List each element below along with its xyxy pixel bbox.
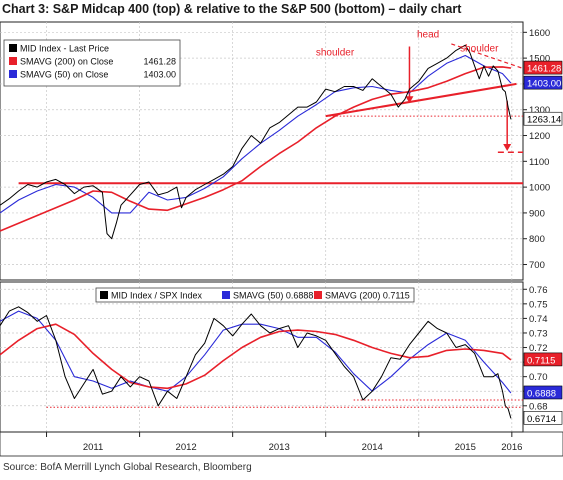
- top-y-tick-label: 900: [529, 208, 545, 219]
- head-dashed-line: [451, 43, 524, 70]
- top-y-tick-label: 1500: [529, 54, 550, 65]
- top-legend-swatch: [9, 57, 17, 65]
- top-legend-value: 1403.00: [143, 70, 176, 80]
- top-value-badge-label: 1263.14: [527, 115, 561, 126]
- top-y-tick-label: 700: [529, 260, 545, 271]
- top-value-badge-label: 1403.00: [527, 79, 561, 90]
- top-value-badge: [523, 111, 563, 126]
- bottom-legend-label: SMAVG (200) 0.7115: [325, 291, 410, 301]
- bottom-value-badge: [523, 411, 563, 425]
- bottom-legend-box: [95, 287, 415, 303]
- top-value-badge: [523, 60, 563, 75]
- top-legend-value: 1461.28: [143, 57, 176, 67]
- top-legend-label: SMAVG (50) on Close: [20, 70, 108, 80]
- x-axis-band: [0, 431, 563, 457]
- bottom-y-tick-label: 0.68: [529, 401, 548, 412]
- bottom-y-tick-label: 0.72: [529, 343, 548, 354]
- top-series-line-0: [0, 44, 512, 240]
- x-tick-label: 2014: [362, 442, 383, 453]
- top-legend: MID Index - Last Price SMAVG (200) on Clo…: [3, 39, 181, 87]
- bottom-y-tick-label: 0.70: [529, 372, 548, 383]
- target-arrow-head: [503, 144, 512, 151]
- top-y-tick-label: 1300: [529, 105, 550, 116]
- annotation-shoulder: shoulder: [316, 48, 355, 59]
- neckline: [325, 82, 517, 118]
- top-legend-label: SMAVG (200) on Close: [20, 57, 113, 67]
- top-legend-swatch: [9, 44, 17, 52]
- bottom-legend-swatch: [100, 291, 108, 299]
- x-tick-label: 2015: [455, 442, 476, 453]
- bottom-y-tick-label: 0.73: [529, 328, 548, 339]
- annotation-shoulder: shoulder: [460, 44, 499, 55]
- bottom-value-badge-label: 0.7115: [527, 355, 555, 366]
- bottom-series-line-2: [0, 323, 512, 390]
- bottom-value-badge-label: 0.6888: [527, 388, 556, 399]
- bottom-legend-label: SMAVG (50) 0.6888: [233, 291, 313, 301]
- top-series-line-1: [0, 66, 512, 232]
- bottom-legend-label: MID Index / SPX Index: [111, 291, 203, 301]
- top-legend-label: MID Index - Last Price: [20, 44, 109, 54]
- top-legend-swatch: [9, 70, 17, 78]
- top-y-tick-label: 1000: [529, 183, 550, 194]
- bottom-plot-area: [0, 281, 524, 433]
- bottom-y-tick-label: 0.75: [529, 299, 548, 310]
- top-y-tick-label: 800: [529, 234, 545, 245]
- bottom-legend-swatch: [314, 291, 322, 299]
- bottom-y-tick-label: 0.74: [529, 314, 548, 325]
- top-y-tick-label: 1200: [529, 131, 550, 142]
- bottom-y-tick-label: 0.76: [529, 285, 548, 296]
- bottom-series-line-0: [0, 306, 512, 419]
- x-tick-label: 2011: [83, 442, 103, 453]
- top-value-badge-label: 1461.28: [527, 64, 561, 75]
- annotation-head: head: [417, 29, 439, 40]
- bottom-value-badge: [523, 352, 563, 367]
- bottom-legend-swatch: [222, 291, 230, 299]
- chart-title: Chart 3: S&P Midcap 400 (top) & relative…: [2, 2, 462, 16]
- x-tick-label: 2013: [269, 442, 290, 453]
- bottom-value-badge: [523, 385, 563, 400]
- top-y-tick-label: 1600: [529, 28, 550, 39]
- bottom-legend: MID Index / SPX Index SMAVG (50) 0.6888 SM…: [95, 287, 415, 303]
- top-y-tick-label: 1100: [529, 157, 549, 168]
- head-height-arrow-head: [405, 96, 414, 104]
- top-legend-box: [3, 39, 181, 87]
- source-note: Source: BofA Merrill Lynch Global Resear…: [3, 462, 252, 473]
- x-tick-label: 2012: [176, 442, 197, 453]
- bottom-value-badge-label: 0.6714: [527, 414, 556, 425]
- x-tick-label: 2016: [501, 442, 522, 453]
- top-value-badge: [523, 75, 563, 90]
